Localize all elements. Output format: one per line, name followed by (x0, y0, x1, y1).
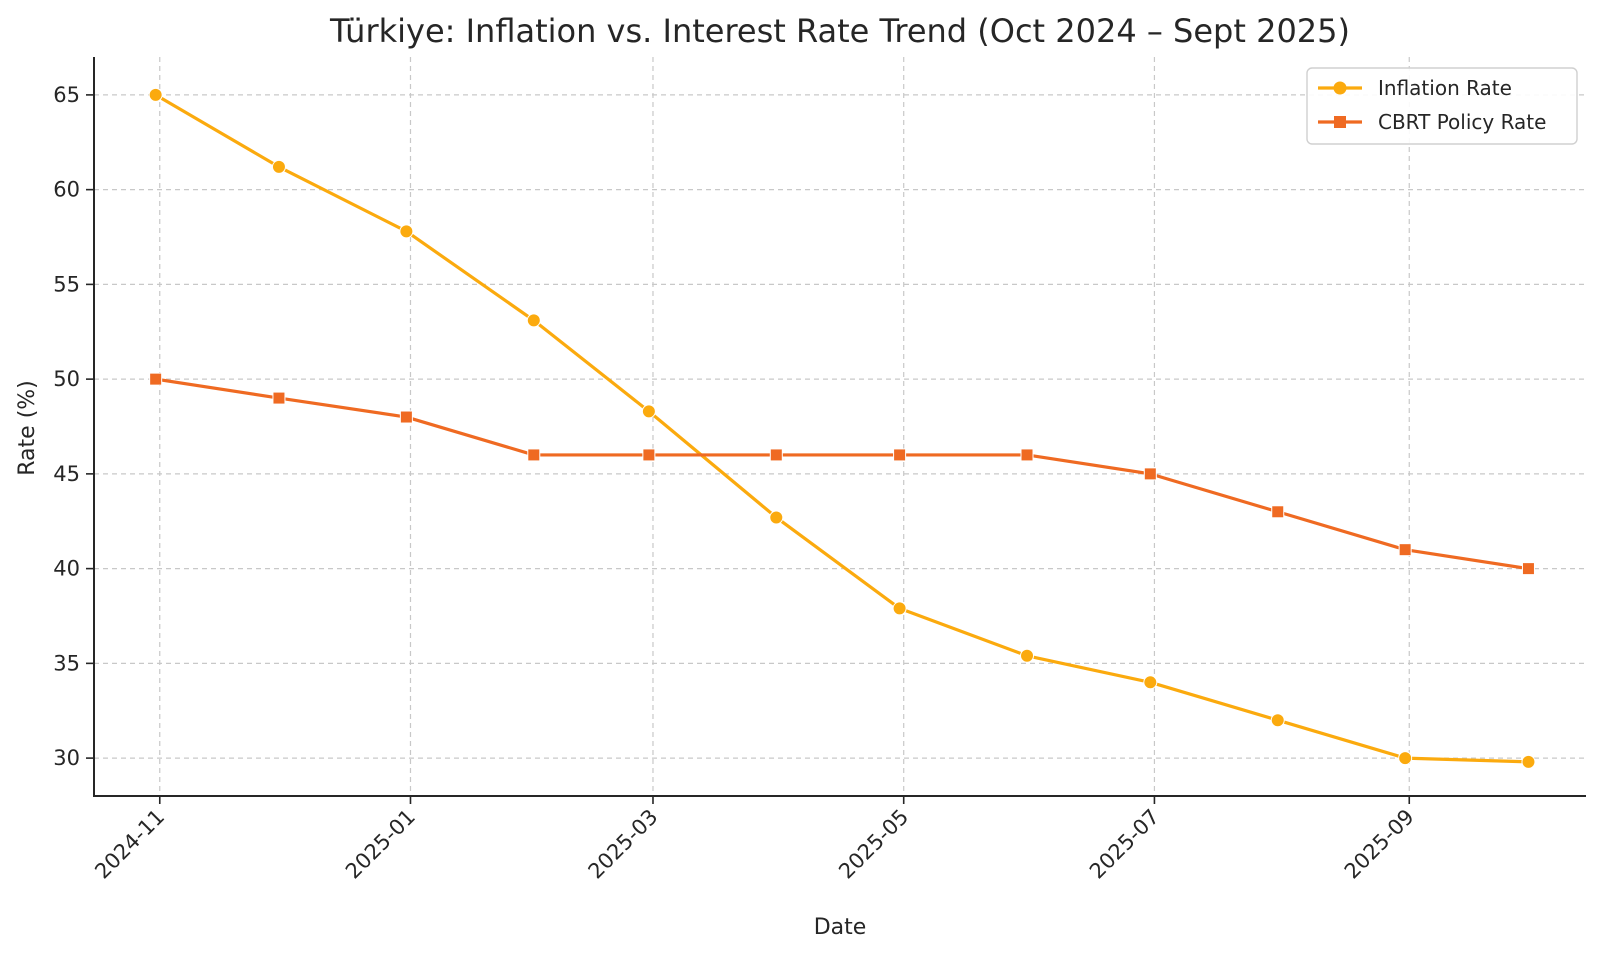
data-point (893, 448, 907, 462)
legend-marker (1334, 116, 1346, 128)
axis-spine (93, 57, 1586, 797)
data-point (769, 510, 784, 525)
series-line (155, 377, 1529, 571)
data-point (892, 601, 907, 616)
y-tick-label: 40 (53, 557, 80, 581)
data-point (527, 448, 541, 462)
data-point (148, 87, 163, 102)
data-point (642, 448, 656, 462)
data-point (1020, 648, 1035, 663)
y-tick-label: 65 (53, 83, 80, 107)
x-tick-label: 2024-11 (90, 805, 169, 884)
data-point (526, 313, 541, 328)
series-layer (148, 87, 1536, 769)
data-point (1398, 751, 1413, 766)
data-point (1143, 467, 1157, 481)
legend: Inflation Rate CBRT Policy Rate (1306, 67, 1578, 145)
legend-marker (1333, 81, 1347, 95)
data-point (769, 448, 783, 462)
grid-layer (94, 57, 1586, 796)
data-point (1521, 562, 1535, 576)
y-tick-label: 50 (53, 367, 80, 391)
series-inflation-rate (148, 87, 1536, 769)
y-tick-label: 35 (53, 651, 80, 675)
x-tick-label: 2025-01 (341, 805, 420, 884)
data-point (1271, 505, 1285, 519)
data-point (1020, 448, 1034, 462)
chart-title: Türkiye: Inflation vs. Interest Rate Tre… (329, 12, 1350, 50)
y-tick-label: 45 (53, 462, 80, 486)
y-tick-label: 30 (53, 746, 80, 770)
y-axis-label: Rate (%) (15, 380, 40, 476)
data-point (1398, 543, 1412, 557)
x-axis-label: Date (814, 915, 867, 940)
legend-label: CBRT Policy Rate (1378, 110, 1546, 134)
data-point (149, 372, 163, 386)
data-point (271, 159, 286, 174)
x-tick-label: 2025-07 (1085, 805, 1164, 884)
series-cbrt-policy-rate (149, 372, 1535, 576)
data-point (641, 404, 656, 419)
x-tick-label: 2025-03 (584, 805, 663, 884)
series-line (154, 93, 1529, 764)
axes-layer: 30 35 40 45 50 55 60 65 2024-11 2025-01 2025-03 202… (53, 57, 1586, 884)
data-point (399, 224, 414, 239)
x-tick-label: 2025-05 (834, 805, 913, 884)
data-point (1270, 713, 1285, 728)
legend-label: Inflation Rate (1378, 76, 1512, 100)
x-tick-label: 2025-09 (1340, 805, 1419, 884)
data-point (272, 391, 286, 405)
y-tick-label: 55 (53, 272, 80, 296)
data-point (399, 410, 413, 424)
data-point (1143, 675, 1158, 690)
y-tick-label: 60 (53, 178, 80, 202)
legend-box (1306, 67, 1578, 145)
data-point (1521, 754, 1536, 769)
